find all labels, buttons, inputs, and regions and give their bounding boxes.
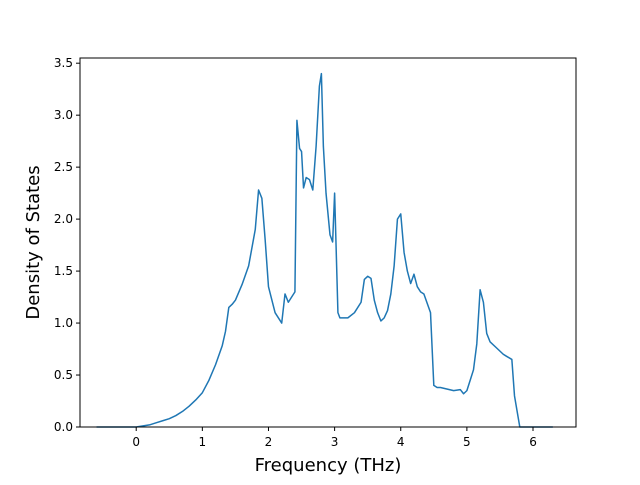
axes-frame [79, 57, 577, 428]
x-axis-ticks: 0 1 2 3 4 5 6 [132, 427, 537, 449]
y-tick-label: 3.0 [54, 108, 73, 122]
plot-area [96, 72, 553, 428]
y-axis-label: Density of States [23, 165, 44, 319]
dos-series-line [96, 72, 553, 428]
y-tick-label: 0.0 [54, 420, 73, 434]
x-tick-label: 1 [199, 435, 207, 449]
x-tick-label: 3 [331, 435, 339, 449]
y-tick-label: 2.0 [54, 212, 73, 226]
x-tick-label: 4 [397, 435, 405, 449]
y-tick-label: 2.5 [54, 160, 73, 174]
x-axis-label: Frequency (THz) [255, 455, 402, 476]
y-axis-ticks: 0.0 0.5 1.0 1.5 2.0 2.5 3.0 3.5 [54, 56, 80, 434]
y-tick-label: 3.5 [54, 56, 73, 70]
x-tick-label: 0 [132, 435, 140, 449]
x-tick-label: 2 [265, 435, 273, 449]
y-tick-label: 1.0 [54, 316, 73, 330]
y-tick-label: 0.5 [54, 368, 73, 382]
x-tick-label: 6 [529, 435, 537, 449]
x-tick-label: 5 [463, 435, 471, 449]
y-tick-label: 1.5 [54, 264, 73, 278]
